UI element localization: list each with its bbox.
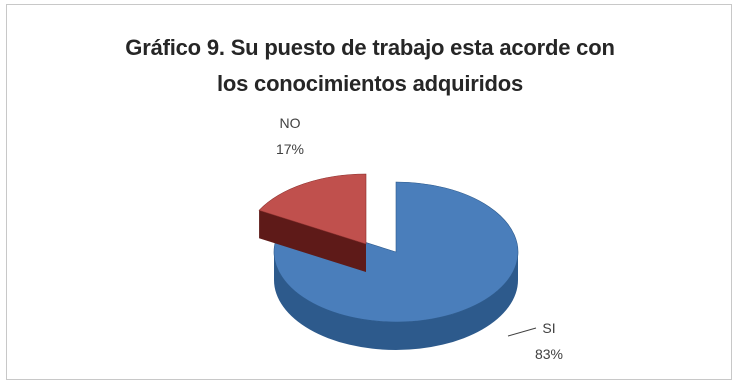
slice-side-si [274, 252, 518, 350]
slice-label-si: SI [542, 320, 555, 336]
slice-top-si [273, 181, 519, 323]
si-leader-line [507, 327, 537, 337]
slice-top-no [258, 173, 367, 245]
slice-label-no: NO [280, 115, 301, 131]
slice-percent-si: 83% [535, 346, 563, 362]
slice-cut-no-0 [259, 210, 366, 272]
chart-title: Gráfico 9. Su puesto de trabajo esta aco… [0, 30, 740, 102]
chart-title-line-2: los conocimientos adquiridos [216, 71, 524, 96]
slice-percent-no: 17% [276, 141, 304, 157]
chart-title-line-1: Gráfico 9. Su puesto de trabajo esta aco… [125, 35, 615, 60]
pie-labels-layer: SI 83% NO 17% [276, 115, 563, 362]
pie-slices-layer [258, 173, 519, 350]
